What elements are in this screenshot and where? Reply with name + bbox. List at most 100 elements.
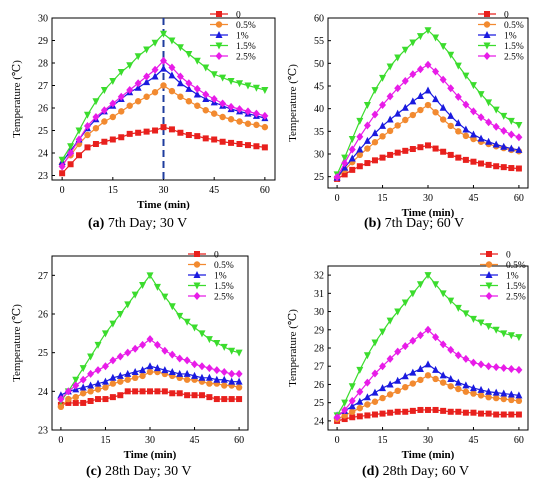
data-point [493, 411, 500, 418]
data-point [469, 358, 477, 367]
data-point [470, 390, 477, 397]
data-point [176, 44, 184, 52]
legend-label: 0.5% [214, 261, 234, 271]
data-point [193, 84, 201, 93]
data-point [387, 151, 394, 158]
legend-marker [485, 292, 493, 300]
y-tick-label: 23 [38, 171, 48, 182]
data-point [92, 98, 100, 106]
data-point [386, 380, 394, 388]
data-point [439, 290, 447, 298]
data-point [424, 372, 432, 379]
data-point [379, 410, 386, 417]
data-point [109, 99, 117, 108]
data-point [432, 333, 440, 342]
legend-marker [193, 282, 201, 290]
data-point [213, 366, 221, 375]
data-point [94, 379, 102, 387]
data-point [416, 91, 424, 99]
data-point [363, 136, 371, 144]
data-point [126, 102, 133, 109]
data-point [244, 107, 252, 116]
data-point [515, 133, 523, 142]
data-point [244, 142, 251, 149]
data-point [177, 93, 184, 100]
y-tick-label: 35 [314, 127, 324, 138]
data-point [235, 377, 243, 385]
data-point [341, 159, 349, 168]
data-point [261, 111, 269, 120]
data-point [146, 362, 154, 370]
data-point [469, 82, 477, 90]
caption-d-letter: (d) [362, 464, 380, 479]
data-point [244, 120, 252, 127]
y-tick-label: 23 [38, 426, 48, 437]
caption-a-text: 7th Day; 30 V [104, 216, 188, 231]
legend-marker [216, 11, 222, 17]
data-point [401, 46, 409, 54]
x-tick-label: 15 [378, 193, 388, 204]
data-point [131, 374, 139, 381]
data-point [205, 364, 213, 373]
data-point [102, 384, 109, 391]
data-point [185, 84, 193, 92]
data-point [139, 388, 146, 395]
data-point [228, 347, 236, 355]
caption-d: (d) 28th Day; 60 V [362, 464, 469, 480]
data-point [409, 336, 417, 345]
data-point [184, 392, 191, 399]
legend-label: 2.5% [504, 53, 524, 63]
data-point [515, 165, 522, 172]
data-point [153, 364, 161, 372]
data-point [210, 71, 218, 79]
data-point [118, 134, 125, 141]
data-point [432, 375, 439, 383]
legend-marker [215, 52, 223, 60]
data-point [261, 144, 268, 151]
data-point [185, 51, 193, 58]
x-tick-label: 60 [234, 435, 244, 446]
data-point [341, 171, 348, 178]
data-point [447, 345, 455, 354]
data-point [401, 299, 409, 307]
data-point [183, 376, 191, 383]
data-point [462, 381, 470, 389]
chart-panel-a: 23 24 25 26 27 28 29 30 0 15 30 45 60 Time (min) Tempe… [11, 11, 276, 211]
data-point [210, 110, 218, 117]
data-point [124, 388, 131, 395]
data-point [470, 409, 477, 416]
data-point [143, 72, 151, 81]
data-point [176, 390, 183, 397]
legend-marker [483, 21, 491, 28]
data-point [252, 84, 260, 92]
legend-marker [485, 282, 493, 290]
data-point [235, 384, 243, 391]
data-point [341, 399, 349, 407]
data-point [356, 413, 363, 420]
y-tick-label: 29 [38, 36, 48, 47]
data-point [394, 308, 402, 316]
data-point [485, 323, 493, 331]
data-point [394, 109, 402, 117]
data-point [432, 95, 440, 103]
legend-label: 2.5% [236, 53, 256, 63]
data-point [371, 87, 379, 95]
data-point [102, 396, 109, 403]
data-point [169, 390, 176, 397]
series-2.5% [333, 325, 523, 422]
data-point [94, 341, 102, 349]
data-point [92, 125, 100, 132]
x-tick-label: 0 [335, 193, 340, 204]
data-point [151, 72, 159, 80]
caption-b: (b) 7th Day; 60 V [364, 216, 464, 232]
data-point [227, 78, 235, 85]
data-point [417, 406, 424, 413]
data-point [341, 154, 349, 162]
data-point [424, 272, 432, 280]
data-point [132, 388, 139, 395]
data-point [236, 118, 243, 125]
data-point [455, 385, 462, 393]
data-point [416, 364, 424, 372]
data-point [371, 398, 379, 405]
chart-panel-d: 24 25 26 27 28 29 30 31 32 0 15 30 45 60 Time (min) Tem… [287, 251, 529, 461]
